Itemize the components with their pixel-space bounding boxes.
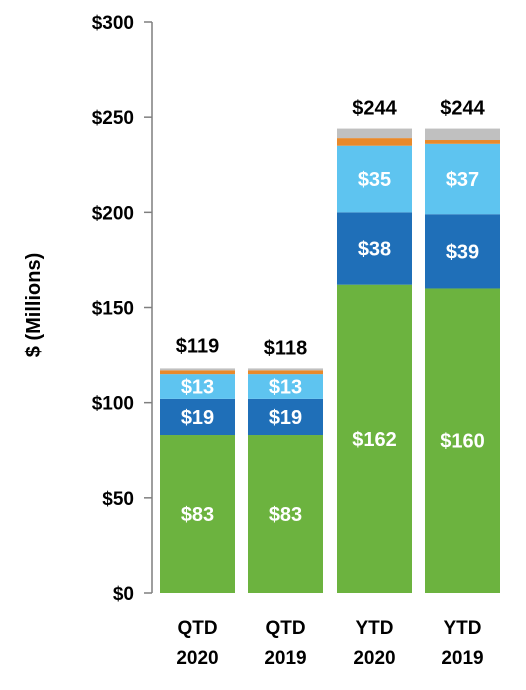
y-axis: $0 $50 $100 $150 $200 $250 $300 <box>92 13 152 605</box>
y-axis-title: $ (Millions) <box>23 253 45 357</box>
bar-segment <box>160 370 235 374</box>
y-tick-label: $250 <box>92 108 134 129</box>
x-tick-label: 2020 <box>176 648 218 669</box>
bar-segment <box>337 138 412 146</box>
x-tick-label: QTD <box>265 618 305 639</box>
segment-value-label: $83 <box>181 504 214 526</box>
bar-total-label: $118 <box>264 337 307 359</box>
segment-value-label: $13 <box>181 376 214 398</box>
x-tick-label: YTD <box>444 618 482 639</box>
x-tick-label: YTD <box>356 618 394 639</box>
x-tick-label: 2019 <box>441 648 483 669</box>
bar-segment <box>248 370 323 374</box>
segment-value-label: $13 <box>269 376 302 398</box>
segment-value-label: $38 <box>358 238 391 260</box>
y-tick-label: $100 <box>92 394 134 415</box>
bar-total-label: $244 <box>440 98 485 120</box>
x-tick-label: 2020 <box>353 648 395 669</box>
bar-segment <box>160 368 235 370</box>
bar-segment <box>248 368 323 370</box>
y-tick-label: $50 <box>102 489 134 510</box>
bar-segment <box>425 129 500 140</box>
segment-value-label: $19 <box>181 407 214 429</box>
bar-total-label: $119 <box>176 336 219 358</box>
segment-value-label: $162 <box>352 429 397 451</box>
x-tick-label: 2019 <box>264 648 306 669</box>
y-tick-label: $200 <box>92 203 134 224</box>
bar-segment <box>337 129 412 139</box>
segment-value-label: $35 <box>358 169 391 191</box>
segment-value-label: $160 <box>440 431 485 453</box>
y-tick-label: $0 <box>113 584 134 605</box>
bar-segment <box>425 140 500 144</box>
segment-value-label: $19 <box>269 407 302 429</box>
segment-value-label: $37 <box>446 169 479 191</box>
segment-value-label: $39 <box>446 241 479 263</box>
x-tick-label: QTD <box>177 618 217 639</box>
bar-total-label: $244 <box>352 98 397 120</box>
y-tick-label: $150 <box>92 299 134 320</box>
segment-value-label: $83 <box>269 504 302 526</box>
y-tick-label: $300 <box>92 13 134 34</box>
